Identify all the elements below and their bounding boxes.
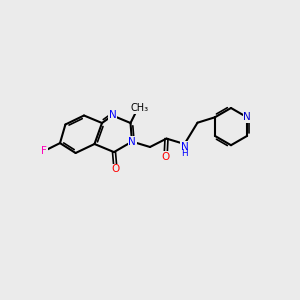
Text: N: N — [181, 142, 188, 152]
Text: N: N — [243, 112, 251, 122]
Text: F: F — [41, 146, 47, 156]
Text: N: N — [128, 136, 136, 147]
Text: CH₃: CH₃ — [130, 103, 148, 113]
Text: H: H — [181, 149, 188, 158]
Text: N: N — [109, 110, 116, 121]
Text: O: O — [111, 164, 120, 175]
Text: O: O — [161, 152, 170, 162]
